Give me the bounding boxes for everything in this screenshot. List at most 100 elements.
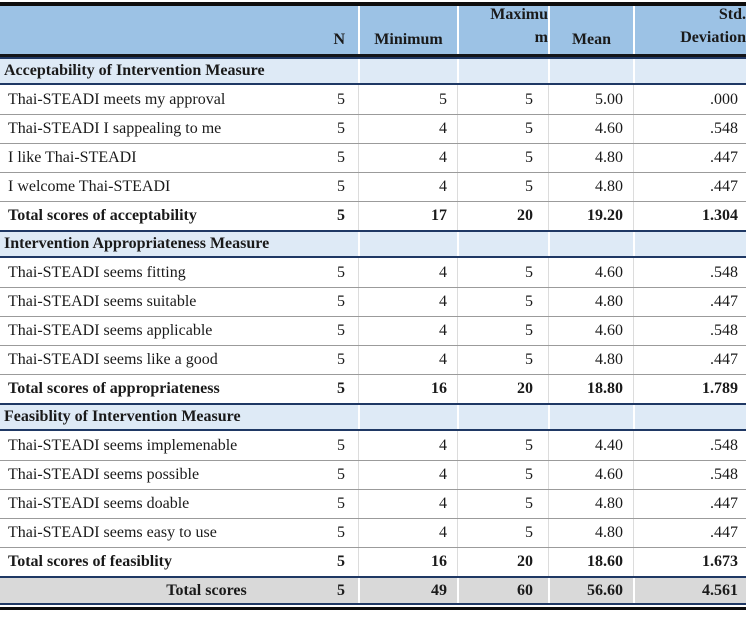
- table-row: Thai-STEADI meets my approval 5 5 5 5.00.000: [0, 85, 746, 114]
- mean-value: 4.80: [548, 288, 633, 316]
- grand-total-row: Total scores 49 60 56.60 4.561 5: [0, 576, 746, 605]
- table-row: Thai-STEADI seems doable 5 4 5 4.80.447: [0, 489, 746, 518]
- row-label: Total scores of acceptability: [8, 207, 197, 224]
- table-row: Thai-STEADI seems easy to use 5 4 5 4.80.447: [0, 518, 746, 547]
- row-label: Thai-STEADI seems doable: [8, 495, 190, 512]
- row-label: Thai-STEADI seems applicable: [8, 322, 213, 339]
- std-deviation-value: .447: [633, 346, 746, 374]
- n-value: 5: [337, 553, 345, 570]
- section-empty-cell: [358, 59, 457, 83]
- std-deviation-value: 1.673: [633, 548, 746, 576]
- row-label: Thai-STEADI seems possible: [8, 466, 200, 483]
- n-value: 5: [337, 466, 345, 483]
- section-empty-cell: [548, 405, 633, 429]
- n-value: 5: [337, 178, 345, 195]
- minimum-value: 5: [358, 85, 457, 114]
- mean-value: 19.20: [548, 202, 633, 230]
- column-header-maximum-line2: m: [534, 29, 548, 46]
- minimum-value: 4: [358, 258, 457, 287]
- std-deviation-value: .000: [633, 85, 746, 114]
- maximum-value: 5: [457, 144, 548, 172]
- minimum-value: 4: [358, 519, 457, 547]
- section-header-row: Intervention Appropriateness Measure: [0, 230, 746, 258]
- section-empty-cell: [457, 232, 548, 256]
- n-value: 5: [337, 495, 345, 512]
- section-header-row: Feasiblity of Intervention Measure: [0, 403, 746, 431]
- column-header-maximum-line1: Maximu: [490, 6, 548, 23]
- row-label: Thai-STEADI meets my approval: [8, 90, 226, 108]
- table-header-row: N Minimum Maximu m Mean Std. Deviation: [0, 6, 746, 57]
- mean-value: 4.80: [548, 346, 633, 374]
- mean-value: 4.60: [548, 258, 633, 287]
- n-value: 5: [337, 322, 345, 339]
- mean-value: 18.80: [548, 375, 633, 403]
- table-row: Thai-STEADI seems suitable 5 4 5 4.80.447: [0, 287, 746, 316]
- section-total-row: Total scores of acceptability 5 17 20 19.20 1…: [0, 201, 746, 230]
- section-empty-cell: [358, 405, 457, 429]
- column-header-mean: Mean: [548, 6, 633, 54]
- table-row: Thai-STEADI I sappealing to me 5 4 5 4.60.54…: [0, 114, 746, 143]
- row-label: Total scores of feasiblity: [8, 553, 172, 570]
- section-empty-cell: [633, 405, 746, 429]
- grand-total-minimum: 49: [358, 578, 457, 603]
- mean-value: 4.80: [548, 490, 633, 518]
- table-row: Thai-STEADI seems possible 5 4 5 4.60.548: [0, 460, 746, 489]
- n-value: 5: [337, 380, 345, 397]
- maximum-value: 5: [457, 115, 548, 143]
- n-value: 5: [337, 120, 345, 137]
- maximum-value: 5: [457, 173, 548, 201]
- column-header-std-line2: Deviation: [680, 29, 746, 46]
- section-title: Feasiblity of Intervention Measure: [4, 408, 241, 425]
- section-empty-cell: [633, 59, 746, 83]
- row-label: Thai-STEADI seems implemenable: [8, 436, 238, 454]
- n-value: 5: [337, 263, 345, 281]
- std-deviation-value: .447: [633, 490, 746, 518]
- row-label: Thai-STEADI seems easy to use: [8, 524, 217, 541]
- maximum-value: 20: [457, 202, 548, 230]
- row-label: Thai-STEADI I sappealing to me: [8, 120, 222, 137]
- column-header-std-line1: Std.: [718, 6, 746, 23]
- std-deviation-value: .447: [633, 144, 746, 172]
- mean-value: 4.60: [548, 461, 633, 489]
- maximum-value: 5: [457, 317, 548, 345]
- std-deviation-value: .447: [633, 173, 746, 201]
- minimum-value: 4: [358, 288, 457, 316]
- mean-value: 4.80: [548, 144, 633, 172]
- mean-value: 4.80: [548, 519, 633, 547]
- n-value: 5: [337, 524, 345, 541]
- n-value: 5: [337, 293, 345, 310]
- section-empty-cell: [633, 232, 746, 256]
- table-row: Thai-STEADI seems applicable 5 4 5 4.60.548: [0, 316, 746, 345]
- grand-total-std-deviation: 4.561: [633, 578, 746, 603]
- mean-value: 4.60: [548, 115, 633, 143]
- mean-value: 5.00: [548, 85, 633, 114]
- std-deviation-value: .447: [633, 288, 746, 316]
- section-empty-cell: [457, 59, 548, 83]
- table-row: Thai-STEADI seems fitting 5 4 5 4.60.548: [0, 258, 746, 287]
- grand-total-n: 5: [337, 581, 345, 599]
- section-empty-cell: [457, 405, 548, 429]
- n-value: 5: [337, 351, 345, 368]
- mean-value: 4.40: [548, 431, 633, 460]
- grand-total-maximum: 60: [457, 578, 548, 603]
- table-row: Thai-STEADI seems implemenable 5 4 5 4.40.54…: [0, 431, 746, 460]
- mean-value: 4.60: [548, 317, 633, 345]
- row-label: I welcome Thai-STEADI: [8, 178, 171, 195]
- n-value: 5: [337, 149, 345, 166]
- section-header-row: Acceptability of Intervention Measure: [0, 57, 746, 85]
- row-label: Total scores of appropriateness: [8, 380, 220, 397]
- minimum-value: 4: [358, 115, 457, 143]
- table-row: I like Thai-STEADI 5 4 5 4.80.447: [0, 143, 746, 172]
- minimum-value: 4: [358, 431, 457, 460]
- maximum-value: 20: [457, 375, 548, 403]
- minimum-value: 4: [358, 346, 457, 374]
- n-value: 5: [337, 90, 345, 108]
- maximum-value: 5: [457, 431, 548, 460]
- column-header-std-deviation: Std. Deviation: [633, 6, 746, 54]
- mean-value: 4.80: [548, 173, 633, 201]
- maximum-value: 5: [457, 519, 548, 547]
- grand-total-label: Total scores: [166, 581, 247, 599]
- header-cell-empty: [0, 6, 300, 54]
- table-body: Acceptability of Intervention Measure Tha…: [0, 57, 746, 576]
